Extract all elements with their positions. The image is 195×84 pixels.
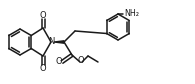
Text: O: O xyxy=(78,56,84,65)
Text: O: O xyxy=(40,64,46,73)
Text: O: O xyxy=(40,11,46,20)
Text: O: O xyxy=(55,58,62,67)
Polygon shape xyxy=(54,41,64,43)
Text: N: N xyxy=(48,37,54,47)
Text: NH₂: NH₂ xyxy=(124,9,139,18)
